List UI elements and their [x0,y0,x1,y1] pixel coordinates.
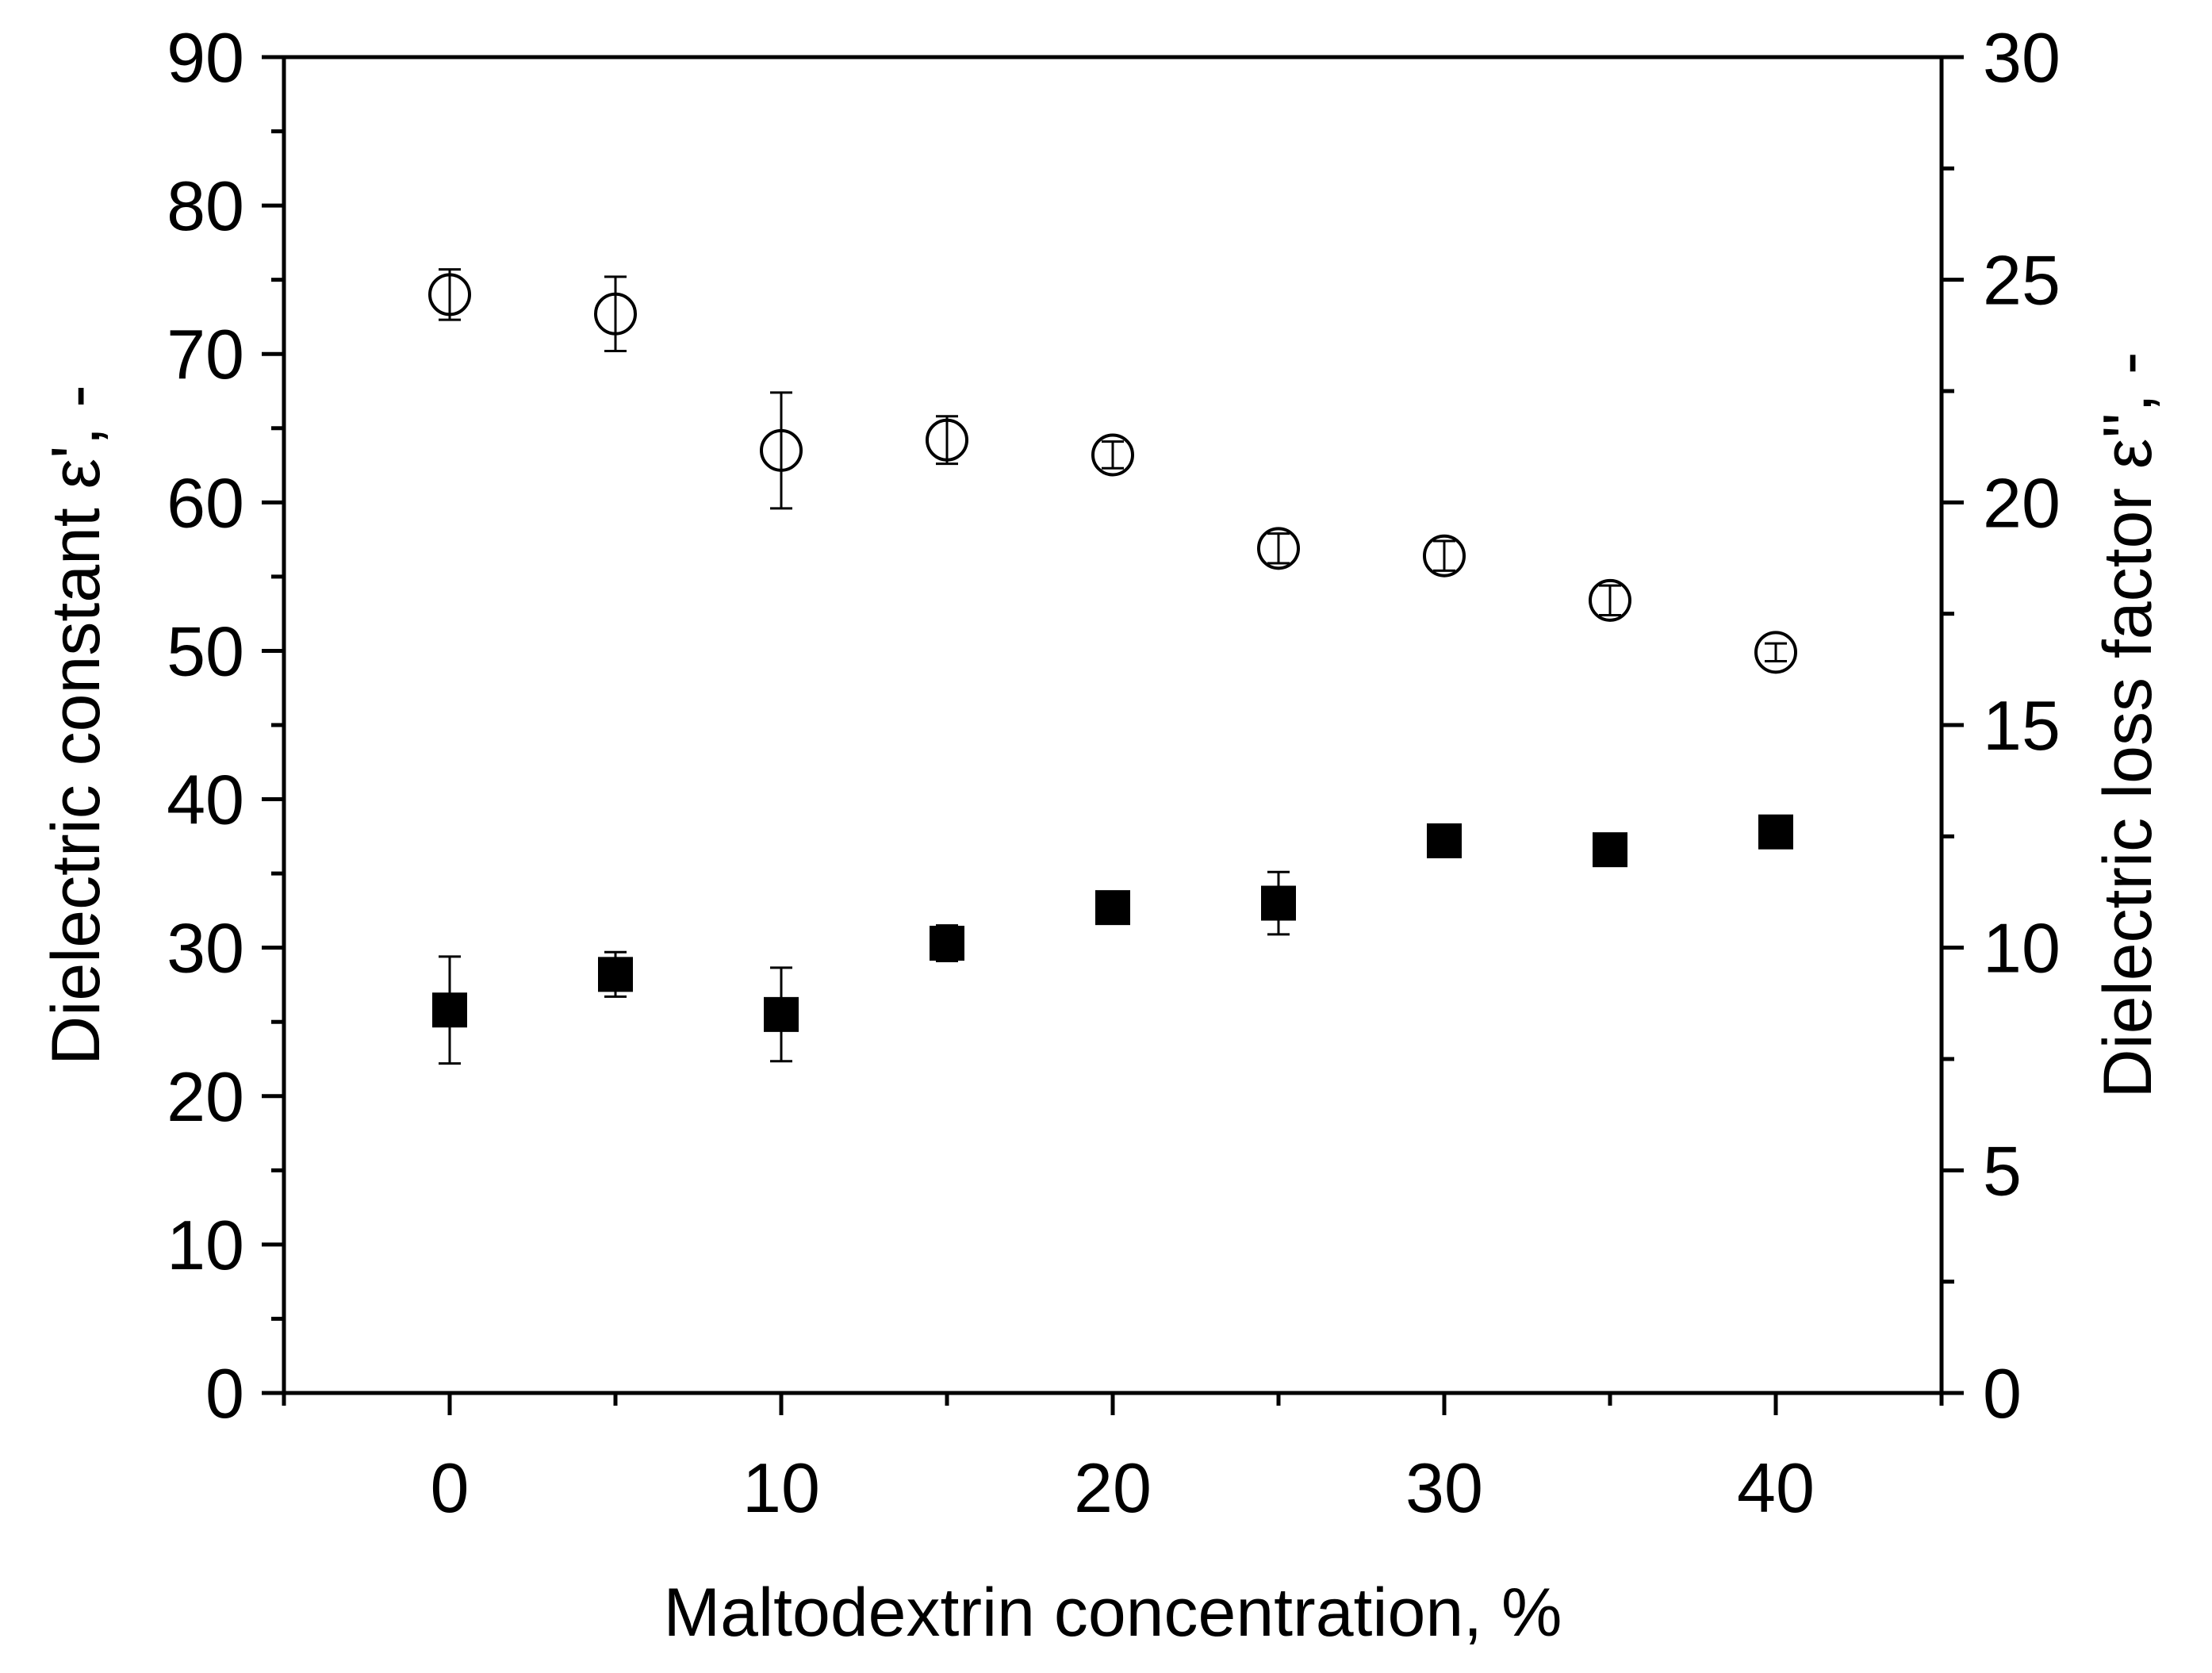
data-point [1758,814,1793,850]
x-axis-title: Maltodextrin concentration, % [664,1575,1562,1651]
data-point [428,273,471,317]
y-right-tick-label: 5 [1983,1131,2022,1210]
x-tick-label: 0 [431,1449,470,1527]
axis-ticks: 0 10 20 30 40 0 10 20 30 40 50 60 70 80 90 0 5 10 15 20 25 30 [167,18,2061,1527]
y-left-tick-label: 30 [167,909,244,988]
data-point [1427,823,1462,858]
x-tick-label: 20 [1074,1449,1152,1527]
x-tick-label: 40 [1737,1449,1815,1527]
x-tick-label: 30 [1405,1449,1483,1527]
y-right-tick-label: 20 [1983,463,2061,542]
y-left-axis-title: Dielectric constant ε', - [38,385,114,1065]
data-point [760,428,803,472]
y-left-tick-label: 10 [167,1206,244,1284]
data-point [1095,890,1130,926]
data-point [926,418,968,462]
series-loss-factor [432,814,1793,1065]
y-right-tick-label: 30 [1983,18,2061,97]
data-point [1593,832,1627,868]
data-point [1091,433,1134,477]
y-right-tick-label: 25 [1983,241,2061,320]
data-point [1261,885,1296,921]
data-point [1257,527,1300,570]
x-tick-label: 10 [742,1449,820,1527]
y-left-tick-label: 90 [167,18,244,97]
data-point [1423,534,1466,577]
y-left-tick-label: 60 [167,463,244,542]
data-point [930,926,964,961]
y-right-axis-title: Dielectric loss factor ε'', - [2090,352,2166,1099]
y-right-tick-label: 0 [1983,1354,2022,1433]
y-left-tick-label: 20 [167,1057,244,1136]
data-point [598,957,633,992]
chart-marks [428,268,1797,1065]
y-left-tick-label: 80 [167,167,244,245]
y-left-tick-label: 40 [167,761,244,839]
series-dielectric-constant [428,268,1797,674]
data-point [432,992,467,1028]
data-point [594,292,637,336]
y-left-tick-label: 0 [205,1354,244,1433]
y-right-tick-label: 15 [1983,686,2061,765]
y-left-tick-label: 70 [167,315,244,393]
y-right-tick-label: 10 [1983,909,2061,988]
y-left-tick-label: 50 [167,612,244,690]
data-point [764,996,799,1032]
data-point [1754,631,1797,674]
data-point [1589,578,1631,622]
